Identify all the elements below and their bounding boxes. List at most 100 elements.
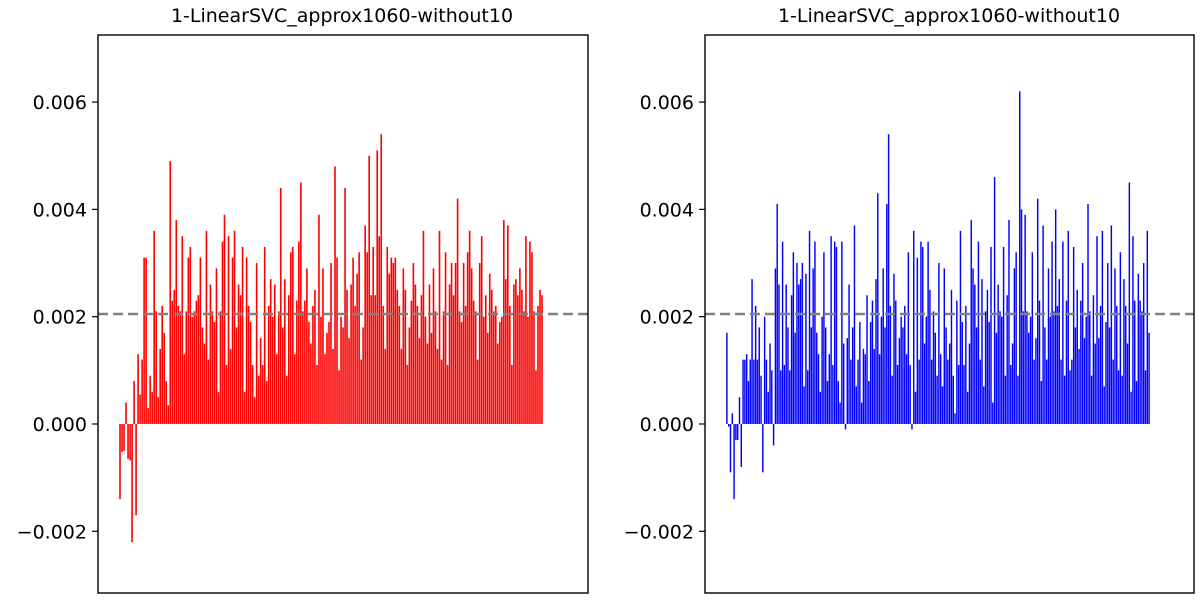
bar — [740, 423, 742, 467]
bar — [1094, 343, 1096, 424]
bar — [957, 364, 960, 424]
bar — [119, 423, 121, 500]
bar — [911, 423, 913, 430]
bar — [155, 311, 157, 424]
bar — [1081, 263, 1084, 424]
bar — [426, 343, 429, 424]
bar — [187, 257, 190, 424]
bar — [884, 327, 886, 424]
bar — [943, 268, 946, 424]
bar — [322, 268, 324, 424]
bar — [938, 263, 940, 424]
bar — [726, 332, 728, 424]
bar — [1054, 209, 1057, 424]
bar — [318, 214, 320, 424]
bar — [754, 305, 757, 424]
bar — [404, 289, 407, 424]
bar — [792, 252, 795, 424]
bar — [1026, 311, 1028, 424]
bar — [488, 273, 491, 424]
bar — [842, 343, 845, 424]
bar — [241, 246, 244, 424]
bar — [954, 413, 956, 424]
bar — [1098, 338, 1100, 424]
bar — [923, 343, 926, 424]
bar — [798, 284, 800, 424]
bar — [871, 300, 874, 424]
bar — [866, 295, 868, 424]
bar — [185, 311, 188, 424]
bar — [350, 284, 352, 424]
bar — [450, 263, 453, 424]
bar — [314, 289, 316, 424]
bar — [237, 284, 240, 424]
bar — [181, 236, 184, 424]
bar — [1010, 364, 1012, 424]
bar — [1033, 359, 1035, 424]
y-axis: −0.002 0.000 0.002 0.004 0.006 — [17, 92, 98, 543]
bar — [364, 225, 366, 424]
bar — [328, 322, 330, 424]
bar — [896, 364, 899, 424]
bar — [1031, 252, 1034, 424]
bar — [298, 241, 300, 424]
bar — [959, 230, 962, 424]
bar — [790, 295, 793, 424]
bar — [442, 311, 445, 424]
bar — [326, 332, 328, 424]
bar — [519, 268, 521, 424]
bar — [400, 348, 403, 424]
bar — [1035, 338, 1037, 424]
bar — [832, 364, 834, 424]
bar — [515, 279, 517, 424]
bar — [783, 364, 786, 424]
bar — [203, 343, 206, 424]
bar — [354, 305, 356, 424]
bar — [873, 348, 875, 424]
bar — [817, 354, 820, 424]
bar — [1047, 268, 1050, 424]
bar — [1044, 327, 1046, 424]
bar — [751, 279, 753, 424]
bar — [977, 241, 980, 424]
bar — [541, 295, 543, 424]
bar — [816, 332, 818, 424]
bar — [855, 386, 857, 424]
bar — [1089, 311, 1091, 424]
bar — [521, 289, 523, 424]
bar — [841, 241, 843, 424]
bar — [352, 257, 354, 424]
bar — [486, 332, 489, 424]
bar — [747, 381, 750, 424]
bar — [143, 257, 145, 424]
bar — [1117, 370, 1120, 424]
bar — [1083, 338, 1086, 424]
bar — [344, 187, 346, 424]
bar — [428, 284, 431, 424]
bar — [346, 289, 348, 424]
bar — [934, 332, 937, 424]
bar — [225, 364, 228, 424]
bar — [803, 386, 805, 424]
bar — [219, 311, 222, 424]
y-axis: −0.002 0.000 0.002 0.004 0.006 — [624, 92, 705, 543]
bar — [163, 332, 166, 424]
chart-title: 1-LinearSVC_approx1060-without10 — [171, 5, 513, 27]
bar — [823, 252, 825, 424]
bar — [984, 311, 987, 424]
bar — [898, 338, 901, 424]
bar — [464, 305, 467, 424]
bar — [1058, 279, 1060, 424]
bar — [1017, 375, 1019, 424]
bar — [821, 316, 823, 424]
bar — [263, 246, 266, 424]
bar — [221, 241, 224, 424]
bar — [193, 311, 196, 424]
bar — [862, 348, 865, 424]
bar — [868, 381, 870, 424]
bar — [316, 364, 318, 424]
bar — [537, 305, 539, 424]
bar — [1006, 295, 1008, 424]
bar — [149, 375, 151, 424]
bar — [290, 252, 292, 424]
